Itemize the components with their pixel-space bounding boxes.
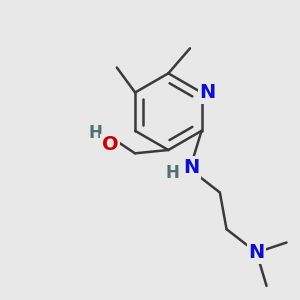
Text: O: O [102,136,118,154]
Text: N: N [248,243,265,262]
Text: N: N [183,158,200,177]
Text: H: H [166,164,179,181]
Text: H: H [89,124,103,142]
Text: N: N [200,83,216,102]
